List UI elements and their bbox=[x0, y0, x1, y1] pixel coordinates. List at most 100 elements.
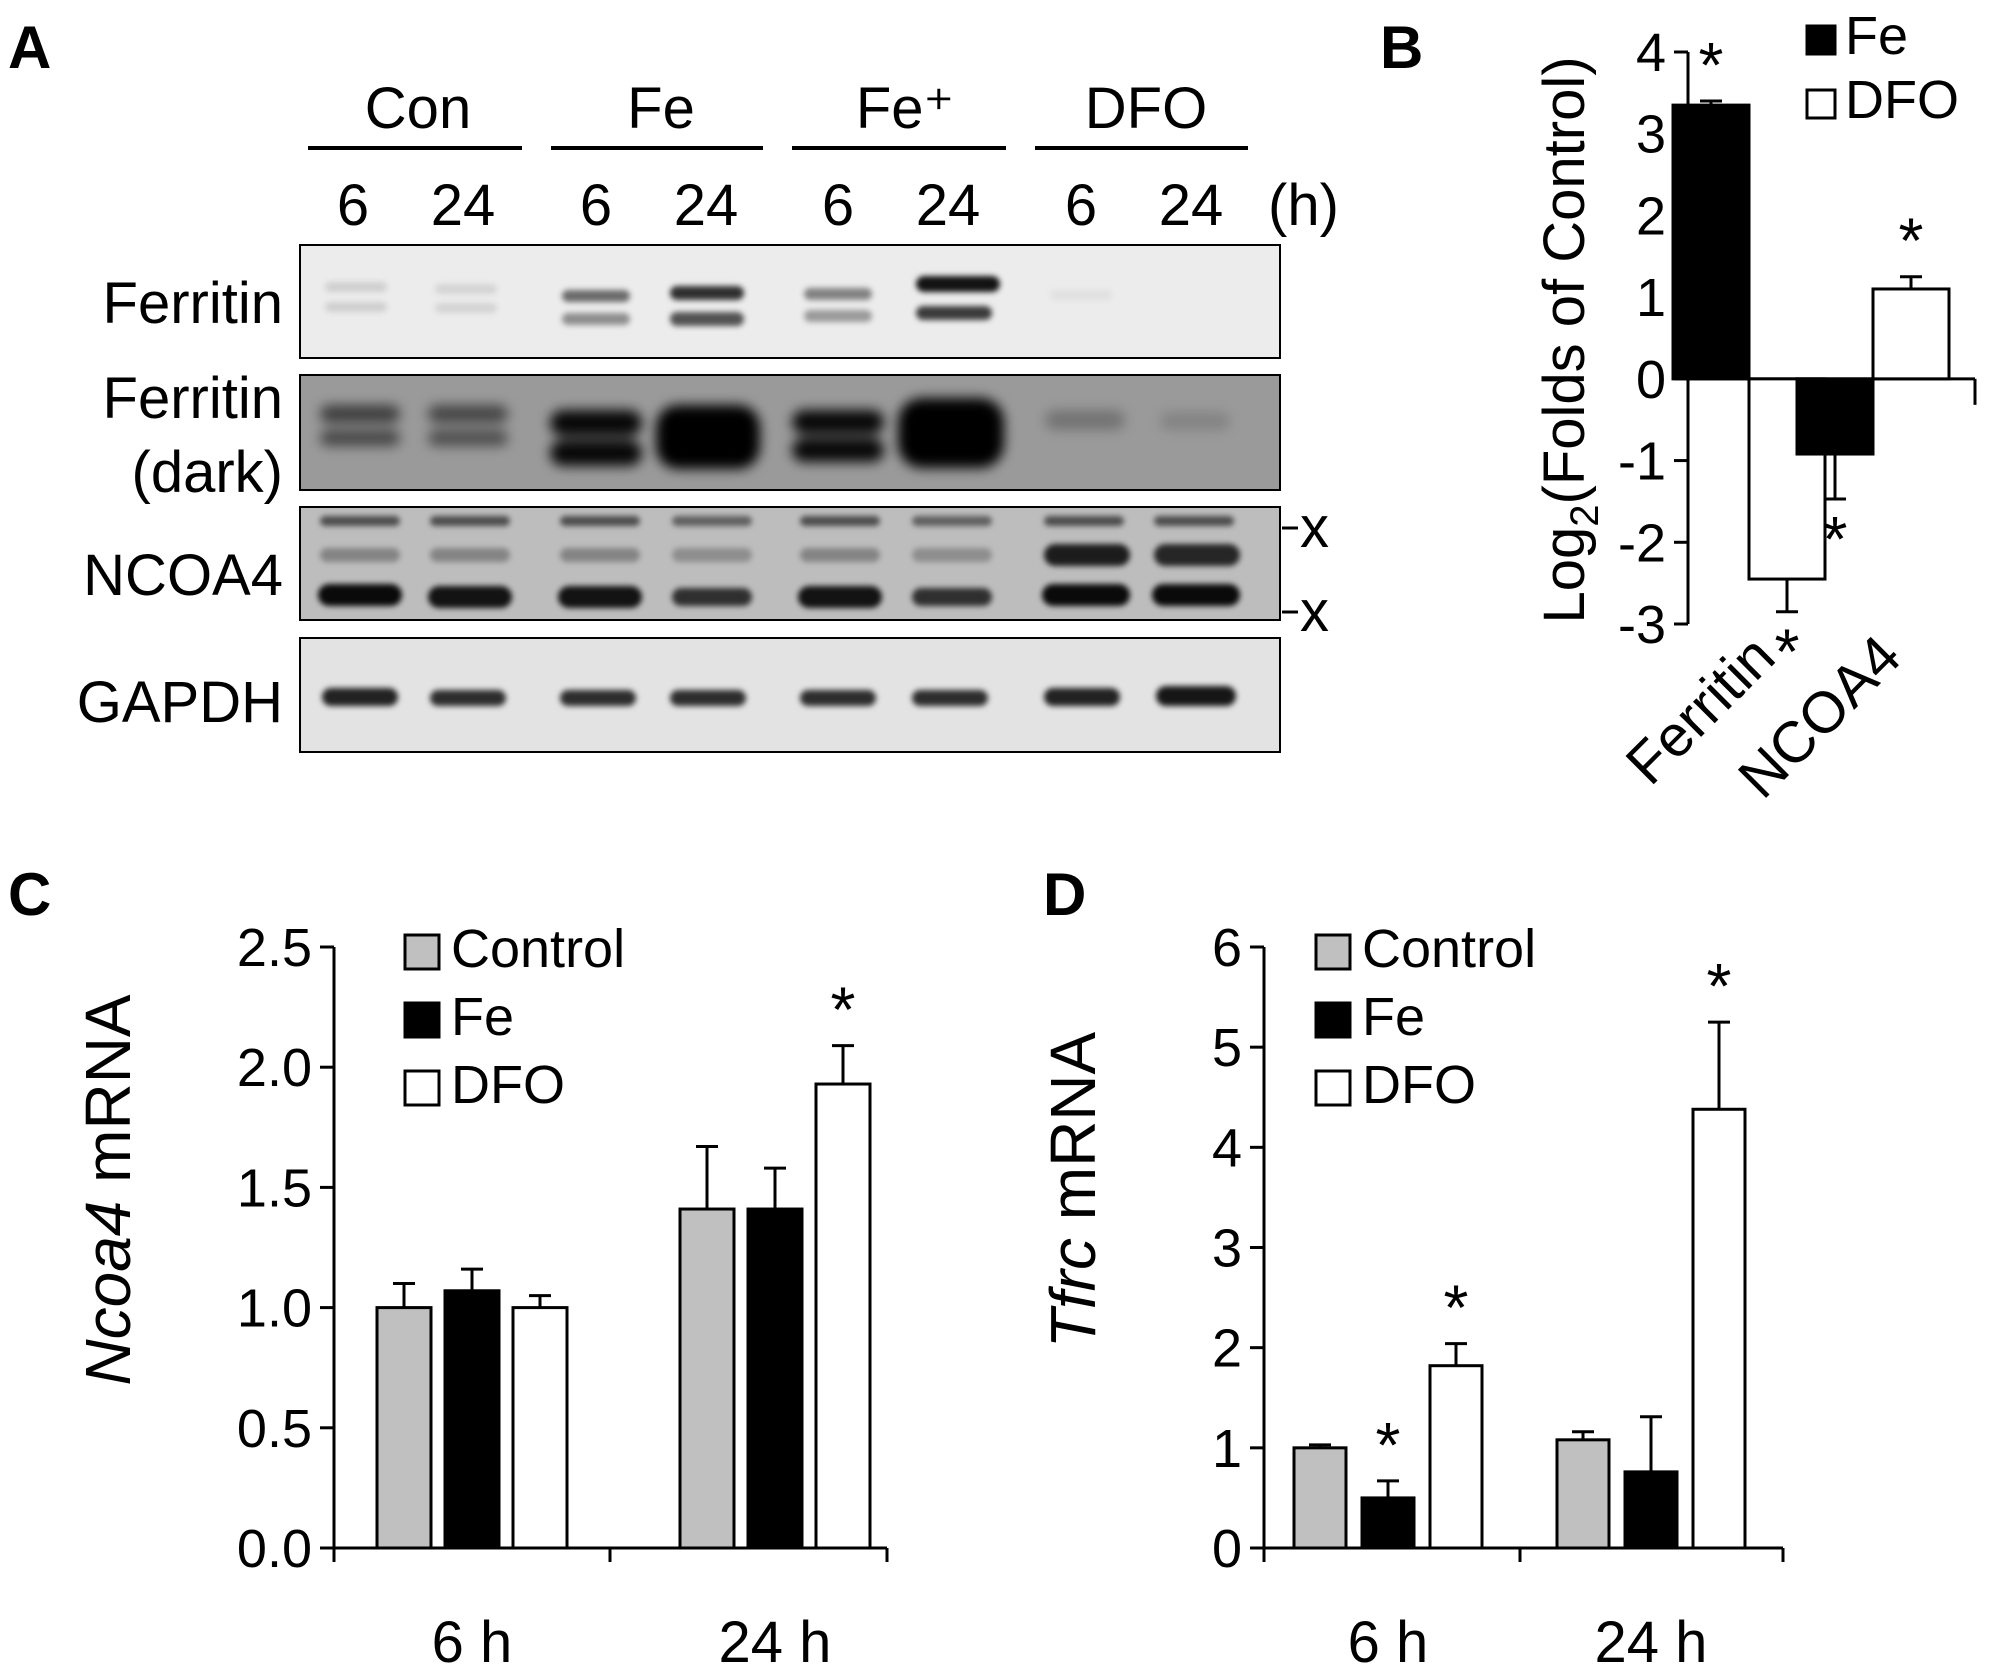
significance-marker: * bbox=[1376, 1409, 1401, 1481]
chart-c: 0.0 0.5 1.0 1.5 2.0 2.5 * 6 h 24 h Control Fe DFO Nc… bbox=[72, 918, 889, 1675]
band bbox=[560, 548, 640, 562]
band bbox=[1154, 544, 1240, 566]
y-axis-title: Tfrc mRNA bbox=[1037, 1031, 1109, 1348]
band bbox=[792, 410, 884, 434]
legend-swatch bbox=[403, 1069, 441, 1107]
row-label-dark-note: (dark) bbox=[132, 440, 283, 505]
band bbox=[804, 288, 872, 300]
band bbox=[318, 584, 402, 606]
x-category-label: 24 h bbox=[1595, 1610, 1708, 1675]
band bbox=[804, 310, 872, 322]
bar-fe bbox=[1795, 377, 1875, 456]
band bbox=[1050, 290, 1112, 300]
y-tick-label: 3 bbox=[1636, 105, 1666, 165]
bar-dfo bbox=[511, 1306, 569, 1550]
band bbox=[435, 303, 497, 313]
time-label: 6 bbox=[822, 173, 854, 238]
bar-dfo bbox=[1691, 1107, 1747, 1550]
significance-marker: * bbox=[831, 974, 856, 1046]
band bbox=[916, 276, 1000, 292]
band bbox=[792, 438, 884, 462]
band bbox=[800, 516, 880, 526]
band bbox=[320, 548, 400, 562]
y-axis-title: Ncoa4 mRNA bbox=[72, 994, 144, 1386]
time-label: 6 bbox=[1065, 173, 1097, 238]
band bbox=[898, 398, 1004, 468]
bar-control bbox=[1555, 1438, 1611, 1550]
y-tick-label: 1 bbox=[1636, 268, 1666, 328]
y-tick-label: 5 bbox=[1212, 1018, 1242, 1078]
band bbox=[550, 440, 642, 466]
y-tick-label: -3 bbox=[1618, 595, 1666, 655]
legend-label: Fe bbox=[451, 987, 514, 1047]
bar-dfo bbox=[814, 1082, 872, 1550]
band bbox=[800, 548, 880, 562]
bar-fe bbox=[1671, 103, 1751, 381]
band bbox=[1044, 544, 1130, 566]
y-tick-label: 0 bbox=[1212, 1519, 1242, 1579]
band bbox=[1152, 584, 1240, 606]
legend-label: Control bbox=[1362, 919, 1536, 979]
bar-fe bbox=[1360, 1496, 1416, 1550]
row-label-ferritin: Ferritin bbox=[103, 271, 283, 336]
band bbox=[1044, 516, 1124, 526]
time-label: 24 bbox=[916, 173, 981, 238]
band bbox=[672, 516, 752, 526]
band bbox=[670, 690, 746, 706]
legend-swatch bbox=[403, 933, 441, 971]
band bbox=[430, 690, 506, 706]
y-tick-label: 2.5 bbox=[237, 918, 312, 978]
y-tick-label: 0.5 bbox=[237, 1399, 312, 1459]
bar-dfo bbox=[1428, 1364, 1484, 1550]
band bbox=[916, 306, 992, 320]
band bbox=[430, 548, 510, 562]
y-tick-label: 6 bbox=[1212, 918, 1242, 978]
row-label-ncoa4: NCOA4 bbox=[83, 543, 283, 608]
group-label-con: Con bbox=[365, 76, 471, 141]
band bbox=[320, 430, 400, 446]
band bbox=[1045, 410, 1125, 430]
band bbox=[912, 690, 988, 706]
band bbox=[672, 588, 752, 606]
band bbox=[912, 548, 992, 562]
y-tick-label: -1 bbox=[1618, 432, 1666, 492]
y-tick-label: 4 bbox=[1212, 1118, 1242, 1178]
x-category-label: 6 h bbox=[1348, 1610, 1429, 1675]
significance-marker: * bbox=[1707, 950, 1732, 1022]
significance-marker: * bbox=[1899, 205, 1924, 277]
bar-dfo bbox=[1871, 287, 1951, 381]
panel-letter-c: C bbox=[8, 861, 51, 928]
y-tick-label: 3 bbox=[1212, 1219, 1242, 1279]
legend-label: DFO bbox=[451, 1055, 565, 1115]
time-label: 24 bbox=[431, 173, 496, 238]
legend-label: Fe bbox=[1362, 987, 1425, 1047]
y-axis-title: Log2(Folds of Control) bbox=[1532, 56, 1607, 623]
legend-swatch bbox=[1314, 1001, 1352, 1039]
legend-swatch bbox=[1314, 1069, 1352, 1107]
x-category-label: 6 h bbox=[432, 1610, 513, 1675]
legend-label: DFO bbox=[1845, 70, 1959, 130]
significance-marker: * bbox=[1699, 29, 1724, 101]
bar-control bbox=[678, 1207, 736, 1550]
band bbox=[1042, 584, 1130, 606]
time-label: 6 bbox=[337, 173, 369, 238]
band bbox=[320, 405, 400, 423]
legend-swatch bbox=[403, 1001, 441, 1039]
legend-label: DFO bbox=[1362, 1055, 1476, 1115]
panel-letter-d: D bbox=[1043, 861, 1086, 928]
y-tick-label: 2 bbox=[1212, 1319, 1242, 1379]
group-label-dfo: DFO bbox=[1085, 76, 1207, 141]
time-label: 6 bbox=[580, 173, 612, 238]
y-tick-label: 1.5 bbox=[237, 1158, 312, 1218]
band bbox=[562, 313, 630, 325]
band bbox=[560, 516, 640, 526]
chart-d: 0 1 2 3 4 5 6 * * * 6 h 24 h Control Fe DFO Tfrc mRNA bbox=[1037, 918, 1785, 1675]
y-tick-label: 0 bbox=[1636, 350, 1666, 410]
group-label-fe: Fe bbox=[627, 76, 695, 141]
bar-control bbox=[375, 1306, 433, 1550]
y-tick-label: 2.0 bbox=[237, 1038, 312, 1098]
band bbox=[430, 516, 510, 526]
band bbox=[670, 312, 744, 326]
group-label-fe-plus: Fe⁺ bbox=[856, 76, 954, 141]
band bbox=[325, 302, 387, 312]
